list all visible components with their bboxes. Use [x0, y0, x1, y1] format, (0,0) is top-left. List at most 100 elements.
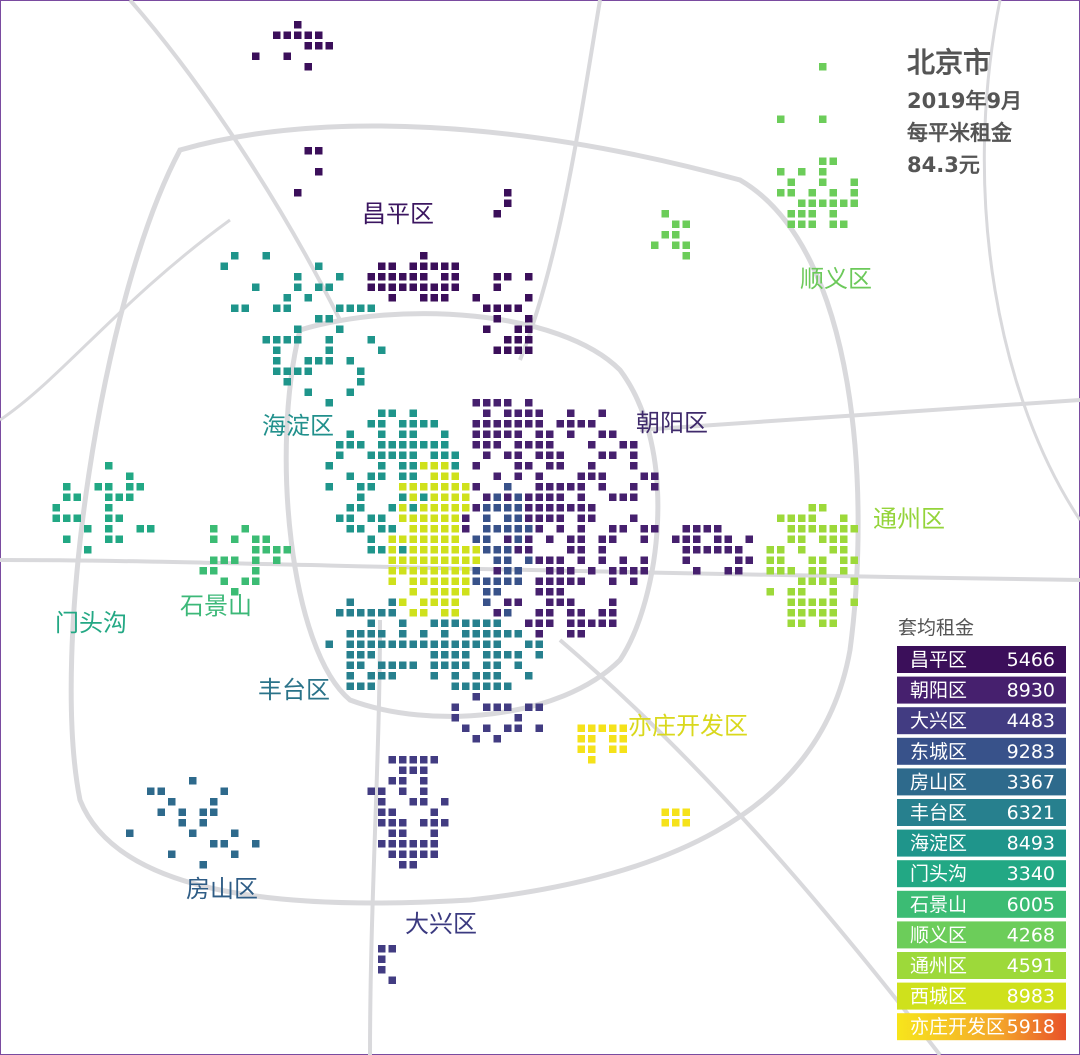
listing-dot: [766, 546, 774, 554]
listing-dot: [430, 514, 438, 522]
legend-name: 大兴区: [910, 710, 967, 732]
listing-dot: [672, 535, 680, 543]
listing-dot: [388, 976, 396, 984]
listing-dot: [304, 357, 312, 365]
listing-dot: [829, 535, 837, 543]
listing-dot: [462, 640, 470, 648]
listing-dot: [220, 840, 228, 848]
listing-dot: [420, 777, 428, 785]
listing-dot: [241, 525, 249, 533]
listing-dot: [346, 304, 354, 312]
listing-dot: [567, 630, 575, 638]
listing-dot: [441, 262, 449, 270]
listing-dot: [441, 609, 449, 617]
listing-dot: [819, 598, 827, 606]
listing-dot: [651, 525, 659, 533]
listing-dot: [63, 535, 71, 543]
district-label: 海淀区: [262, 412, 334, 440]
listing-dot: [577, 609, 585, 617]
listing-dot: [283, 294, 291, 302]
listing-dot: [315, 315, 323, 323]
listing-dot: [630, 567, 638, 575]
listing-dot: [777, 168, 785, 176]
listing-dot: [546, 441, 554, 449]
listing-dot: [441, 273, 449, 281]
listing-dot: [493, 703, 501, 711]
listing-dot: [798, 525, 806, 533]
listing-dot: [430, 619, 438, 627]
listing-dot: [252, 546, 260, 554]
listing-dot: [294, 325, 302, 333]
listing-dot: [336, 325, 344, 333]
listing-dot: [556, 588, 564, 596]
listing-dot: [829, 210, 837, 218]
listing-dot: [430, 294, 438, 302]
listing-dot: [430, 472, 438, 480]
listing-dot: [525, 619, 533, 627]
listing-dot: [409, 504, 417, 512]
listing-dot: [577, 525, 585, 533]
listing-dot: [777, 567, 785, 575]
listing-dot: [189, 829, 197, 837]
listing-dot: [199, 567, 207, 575]
listing-dot: [525, 294, 533, 302]
listing-dot: [105, 493, 113, 501]
listing-dot: [399, 630, 407, 638]
listing-dot: [483, 420, 491, 428]
listing-dot: [451, 651, 459, 659]
listing-dot: [441, 661, 449, 669]
listing-dot: [378, 514, 386, 522]
listing-dot: [462, 651, 470, 659]
listing-dot: [262, 546, 270, 554]
listing-dot: [252, 567, 260, 575]
district-label: 石景山: [180, 592, 252, 620]
listing-dots: [52, 21, 858, 984]
listing-dot: [399, 787, 407, 795]
listing-dot: [262, 336, 270, 344]
listing-dot: [819, 619, 827, 627]
listing-dot: [514, 504, 522, 512]
listing-dot: [693, 567, 701, 575]
listing-dot: [693, 546, 701, 554]
listing-dot: [514, 336, 522, 344]
listing-dot: [430, 672, 438, 680]
listing-dot: [367, 619, 375, 627]
header: 北京市 2019年9月 每平米租金 84.3元: [907, 46, 1022, 177]
district-label: 顺义区: [800, 265, 872, 293]
listing-dot: [325, 462, 333, 470]
listing-dot: [525, 703, 533, 711]
listing-dot: [651, 472, 659, 480]
listing-dot: [609, 735, 617, 743]
listing-dot: [829, 546, 837, 554]
listing-dot: [504, 577, 512, 585]
listing-dot: [283, 304, 291, 312]
listing-dot: [588, 514, 596, 522]
listing-dot: [294, 21, 302, 29]
listing-dot: [430, 577, 438, 585]
listing-dot: [630, 514, 638, 522]
listing-dot: [357, 525, 365, 533]
listing-dot: [441, 588, 449, 596]
listing-dot: [819, 567, 827, 575]
legend-row: 丰台区 6321: [897, 799, 1066, 826]
listing-dot: [850, 525, 858, 533]
listing-dot: [462, 504, 470, 512]
listing-dot: [52, 514, 60, 522]
listing-dot: [619, 735, 627, 743]
listing-dot: [378, 451, 386, 459]
listing-dot: [483, 651, 491, 659]
legend-swatch: [897, 768, 1066, 796]
listing-dot: [388, 850, 396, 858]
listing-dot: [546, 430, 554, 438]
listing-dot: [231, 535, 239, 543]
listing-dot: [409, 441, 417, 449]
listing-dot: [493, 588, 501, 596]
listing-dot: [850, 178, 858, 186]
listing-dot: [808, 567, 816, 575]
listing-dot: [483, 409, 491, 417]
listing-dot: [252, 840, 260, 848]
listing-dot: [546, 588, 554, 596]
listing-dot: [556, 462, 564, 470]
listing-dot: [535, 472, 543, 480]
listing-dot: [73, 493, 81, 501]
